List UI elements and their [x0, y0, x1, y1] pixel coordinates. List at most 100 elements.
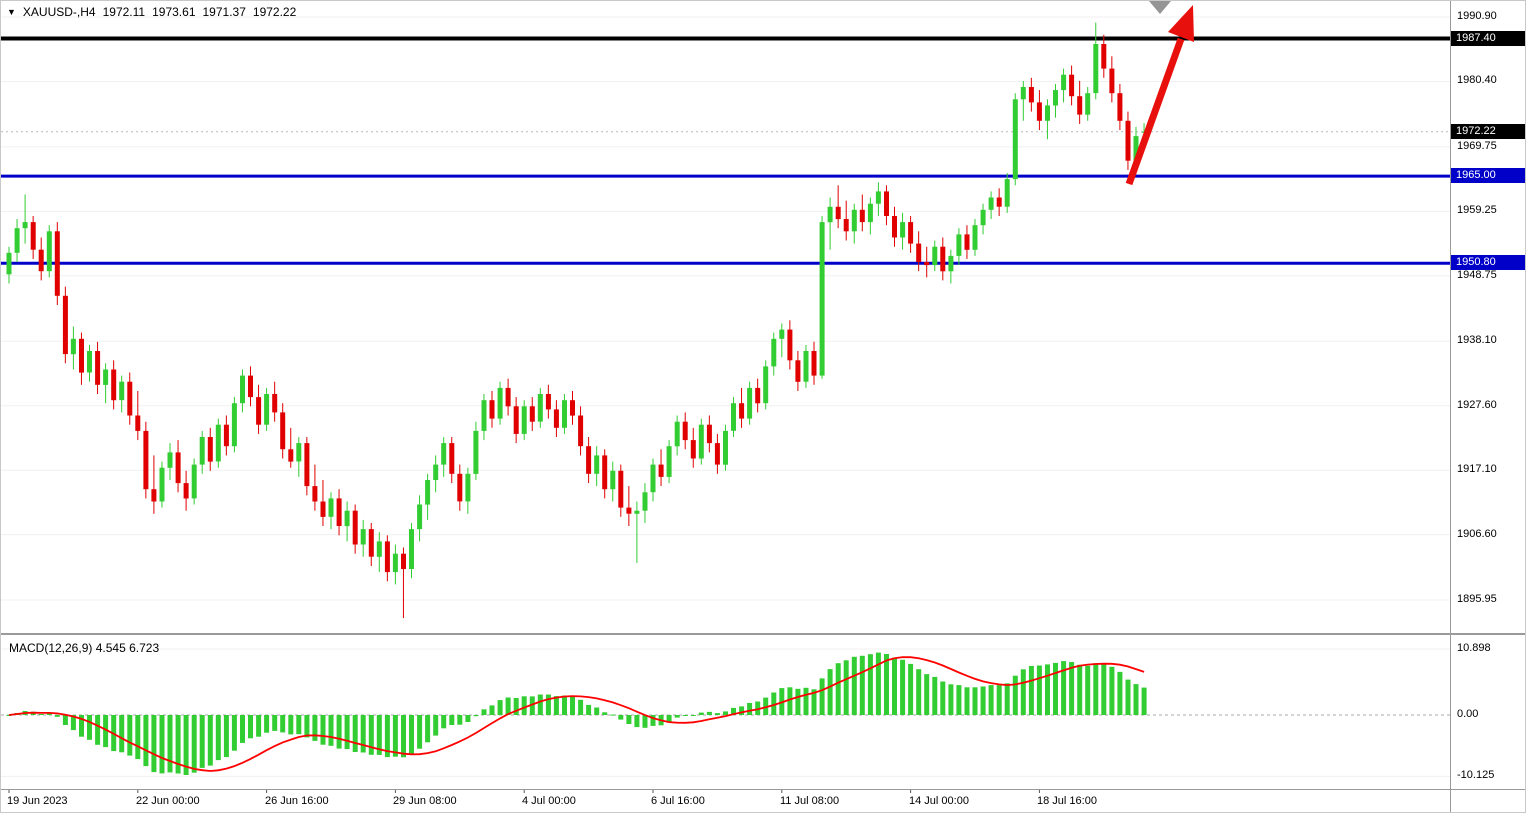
macd-histogram-bar [988, 685, 994, 715]
candle [433, 455, 439, 493]
candle [167, 443, 173, 480]
macd-histogram-bar [980, 686, 986, 715]
macd-histogram-bar [916, 669, 922, 715]
macd-histogram-bar [690, 715, 696, 716]
macd-histogram-bar [135, 715, 141, 760]
candle [70, 326, 76, 370]
candle [465, 467, 471, 514]
candle [376, 532, 382, 573]
macd-histogram-bar [360, 715, 366, 753]
candle [594, 446, 600, 487]
price-axis-label: 1980.40 [1457, 74, 1497, 86]
candle [1020, 80, 1026, 121]
candle [417, 495, 423, 542]
candle [441, 437, 447, 477]
candle [634, 501, 640, 563]
macd-histogram-bar [320, 715, 326, 745]
macd-histogram-bar [666, 715, 672, 723]
macd-histogram-bar [1061, 661, 1067, 715]
candle [1012, 93, 1018, 186]
level-price-badge: 1950.80 [1451, 255, 1525, 270]
macd-histogram-bar [618, 715, 624, 720]
macd-histogram-bar [352, 715, 358, 752]
macd-histogram-bar [674, 715, 680, 718]
candle [199, 430, 205, 474]
macd-histogram-bar [851, 656, 857, 715]
candle [851, 203, 857, 244]
grid-layer [1, 16, 1450, 777]
arrow-annotation[interactable] [1125, 1, 1194, 186]
macd-histogram-bar [940, 681, 946, 715]
macd-histogram-bar [867, 654, 873, 715]
level-lines-layer [1, 36, 1450, 265]
macd-histogram-bar [151, 715, 157, 773]
candle [497, 381, 503, 425]
candle [1036, 90, 1042, 130]
candle [521, 400, 527, 441]
macd-histogram-bar [1028, 666, 1034, 715]
macd-histogram-bar [449, 715, 455, 725]
macd-histogram-bar [368, 715, 374, 755]
macd-histogram-bar [545, 694, 551, 715]
candle [352, 504, 358, 554]
candle [908, 216, 914, 253]
macd-histogram-bar [159, 715, 165, 774]
macd-histogram-bar [489, 705, 495, 715]
candle [892, 206, 897, 247]
candle [46, 225, 52, 278]
macd-axis-label: 0.00 [1457, 708, 1479, 720]
candle [835, 185, 841, 229]
candle [529, 397, 535, 431]
macd-histogram-bar [1053, 662, 1058, 715]
macd-histogram-bar [175, 715, 181, 774]
macd-histogram-bar [256, 715, 262, 737]
macd-histogram-bar [497, 700, 503, 715]
candle [159, 461, 165, 508]
macd-main-value: 4.545 [95, 641, 126, 655]
candle [1004, 173, 1010, 213]
candle [1045, 99, 1050, 140]
macd-histogram-bar [417, 715, 423, 749]
candle [972, 219, 978, 256]
macd-histogram-bar [924, 674, 930, 715]
macd-histogram-bar [457, 715, 463, 725]
macd-histogram-bar [240, 715, 245, 743]
candle [513, 397, 519, 444]
price-axis-label: 1927.60 [1457, 399, 1497, 411]
candle [698, 418, 704, 465]
candle [763, 360, 769, 410]
candle [924, 246, 930, 278]
candle [272, 381, 278, 422]
candle [875, 182, 881, 216]
candle [1053, 84, 1058, 118]
macd-indicator-label: MACD(12,26,9) 4.545 6.723 [9, 641, 159, 655]
price-axis-label: 1895.95 [1457, 593, 1497, 605]
candle [1117, 84, 1123, 130]
time-axis-label: 18 Jul 16:00 [1037, 795, 1097, 807]
candle [602, 449, 608, 499]
candle [739, 387, 745, 428]
symbol-dropdown-icon[interactable]: ▼ [7, 7, 16, 17]
macd-histogram-bar [1085, 665, 1091, 715]
candle [401, 547, 406, 619]
macd-histogram-bar [328, 715, 334, 746]
candle [618, 464, 624, 517]
macd-histogram-bar [312, 715, 318, 741]
macd-histogram-bar [594, 707, 600, 715]
candle [6, 246, 12, 284]
time-axis-label: 19 Jun 2023 [7, 795, 68, 807]
candle [537, 387, 543, 428]
time-axis-label: 22 Jun 00:00 [136, 795, 200, 807]
candle [1109, 56, 1115, 103]
macd-histogram-bar [682, 715, 688, 716]
macd-histogram-bar [376, 715, 382, 755]
macd-histogram-bar [384, 715, 390, 758]
macd-histogram-bar [972, 687, 978, 715]
macd-histogram-bar [602, 712, 608, 715]
pane-separator[interactable] [1, 633, 1525, 635]
candle [280, 403, 286, 459]
candle [111, 360, 117, 410]
ohlc-close: 1972.22 [252, 5, 297, 19]
macd-histogram-bar [1045, 664, 1050, 715]
